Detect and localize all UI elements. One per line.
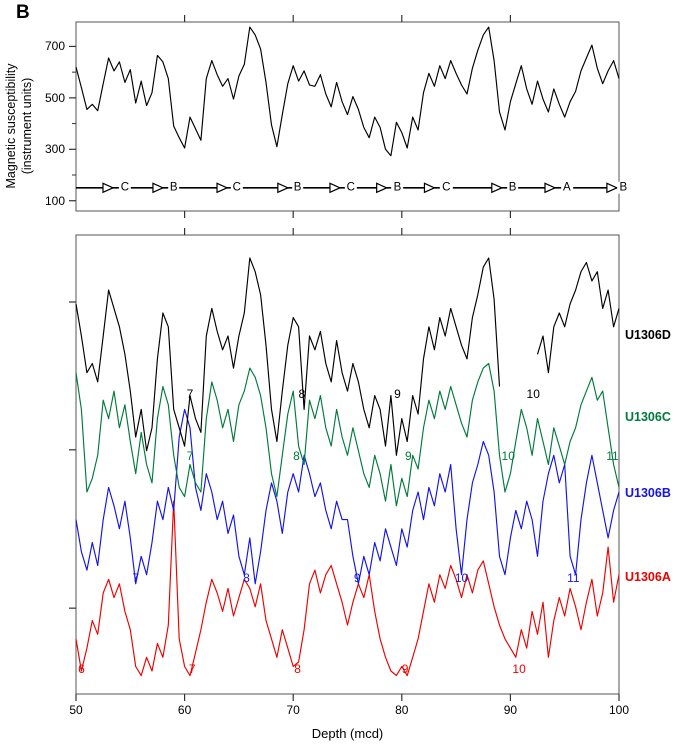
y-tick-label: 500 bbox=[44, 90, 65, 105]
stage-label-u1306c-8: 8 bbox=[293, 448, 300, 463]
x-tick-label: 60 bbox=[177, 703, 192, 717]
y-tick-label: 300 bbox=[44, 142, 65, 157]
curve-u1306d bbox=[75, 257, 620, 456]
stage-label-u1306b-7: 7 bbox=[132, 570, 140, 585]
stage-label-u1306a-10: 10 bbox=[512, 662, 526, 677]
stage-label-u1306d-8: 8 bbox=[298, 386, 306, 401]
series-label-u1306a: U1306A bbox=[625, 569, 671, 584]
series-label-u1306b: U1306B bbox=[625, 485, 671, 500]
hole-marker-letter: B bbox=[291, 181, 304, 195]
stage-label-u1306d-10: 10 bbox=[526, 386, 540, 401]
stage-label-u1306c-11: 11 bbox=[606, 448, 619, 463]
hole-marker-arrow-icon bbox=[277, 182, 290, 194]
panel-letter: B bbox=[16, 2, 30, 23]
series-label-u1306c: U1306C bbox=[625, 410, 671, 425]
y-axis-title: Magnetic susceptibility (instrument unit… bbox=[2, 22, 46, 212]
curve-splice bbox=[75, 26, 620, 157]
hole-marker-arrow-icon bbox=[544, 182, 557, 194]
stage-label-u1306d-7: 7 bbox=[186, 386, 194, 401]
stage-label-u1306a-6: 6 bbox=[78, 662, 85, 677]
hole-marker-arrow-icon bbox=[376, 182, 389, 194]
bottom-panel-frame bbox=[75, 234, 620, 695]
hole-marker-arrow-icon bbox=[329, 182, 342, 194]
x-axis-title: Depth (mcd) bbox=[311, 726, 384, 741]
y-axis-title-line1: Magnetic susceptibility bbox=[4, 63, 18, 189]
x-tick-label: 50 bbox=[69, 703, 83, 717]
stage-label-u1306c-9: 9 bbox=[404, 448, 412, 463]
hole-marker-letter: B bbox=[617, 181, 630, 195]
hole-marker-arrow-icon bbox=[606, 182, 619, 194]
stage-label-u1306a-9: 9 bbox=[401, 662, 409, 677]
y-tick-label: 700 bbox=[44, 39, 65, 54]
y-tick-label: 100 bbox=[44, 193, 65, 208]
hole-marker-letter: B bbox=[167, 181, 180, 195]
stage-label-u1306d-9: 9 bbox=[394, 386, 401, 401]
hole-marker-letter: C bbox=[440, 181, 453, 195]
stage-label-u1306c-10: 10 bbox=[501, 448, 515, 463]
curve-u1306b bbox=[75, 408, 620, 585]
series-label-u1306d: U1306D bbox=[625, 328, 671, 343]
stage-label-u1306b-9: 9 bbox=[353, 570, 361, 585]
stage-label-u1306a-8: 8 bbox=[294, 662, 301, 677]
stage-label-u1306a-7: 7 bbox=[188, 662, 196, 677]
hole-marker-letter: B bbox=[391, 181, 404, 195]
hole-marker-arrow-icon bbox=[491, 182, 504, 194]
hole-marker-letter: C bbox=[230, 181, 243, 195]
hole-marker-arrow-icon bbox=[102, 182, 115, 194]
hole-marker-arrow-icon bbox=[152, 182, 165, 194]
y-axis-title-line2: (instrument units) bbox=[19, 77, 34, 175]
hole-marker-arrow-icon bbox=[423, 182, 436, 194]
x-tick-label: 70 bbox=[286, 703, 300, 717]
stage-label-u1306b-10: 10 bbox=[454, 570, 469, 585]
stage-label-u1306b-8: 8 bbox=[243, 570, 250, 585]
hole-marker-letter: A bbox=[561, 181, 573, 195]
top-panel-frame bbox=[75, 21, 620, 212]
hole-marker-letter: C bbox=[344, 181, 357, 195]
hole-marker-arrow-icon bbox=[216, 182, 229, 194]
hole-marker-letter: B bbox=[506, 181, 519, 195]
curve-u1306c bbox=[75, 362, 620, 507]
x-tick-label: 90 bbox=[503, 703, 518, 717]
stage-label-u1306c-7: 7 bbox=[186, 448, 194, 463]
x-tick-label: 80 bbox=[395, 703, 409, 717]
curve-u1306a bbox=[75, 500, 620, 677]
hole-marker-letter: C bbox=[118, 181, 132, 195]
x-tick-label: 100 bbox=[608, 703, 630, 717]
stage-label-u1306b-11: 11 bbox=[567, 570, 580, 585]
